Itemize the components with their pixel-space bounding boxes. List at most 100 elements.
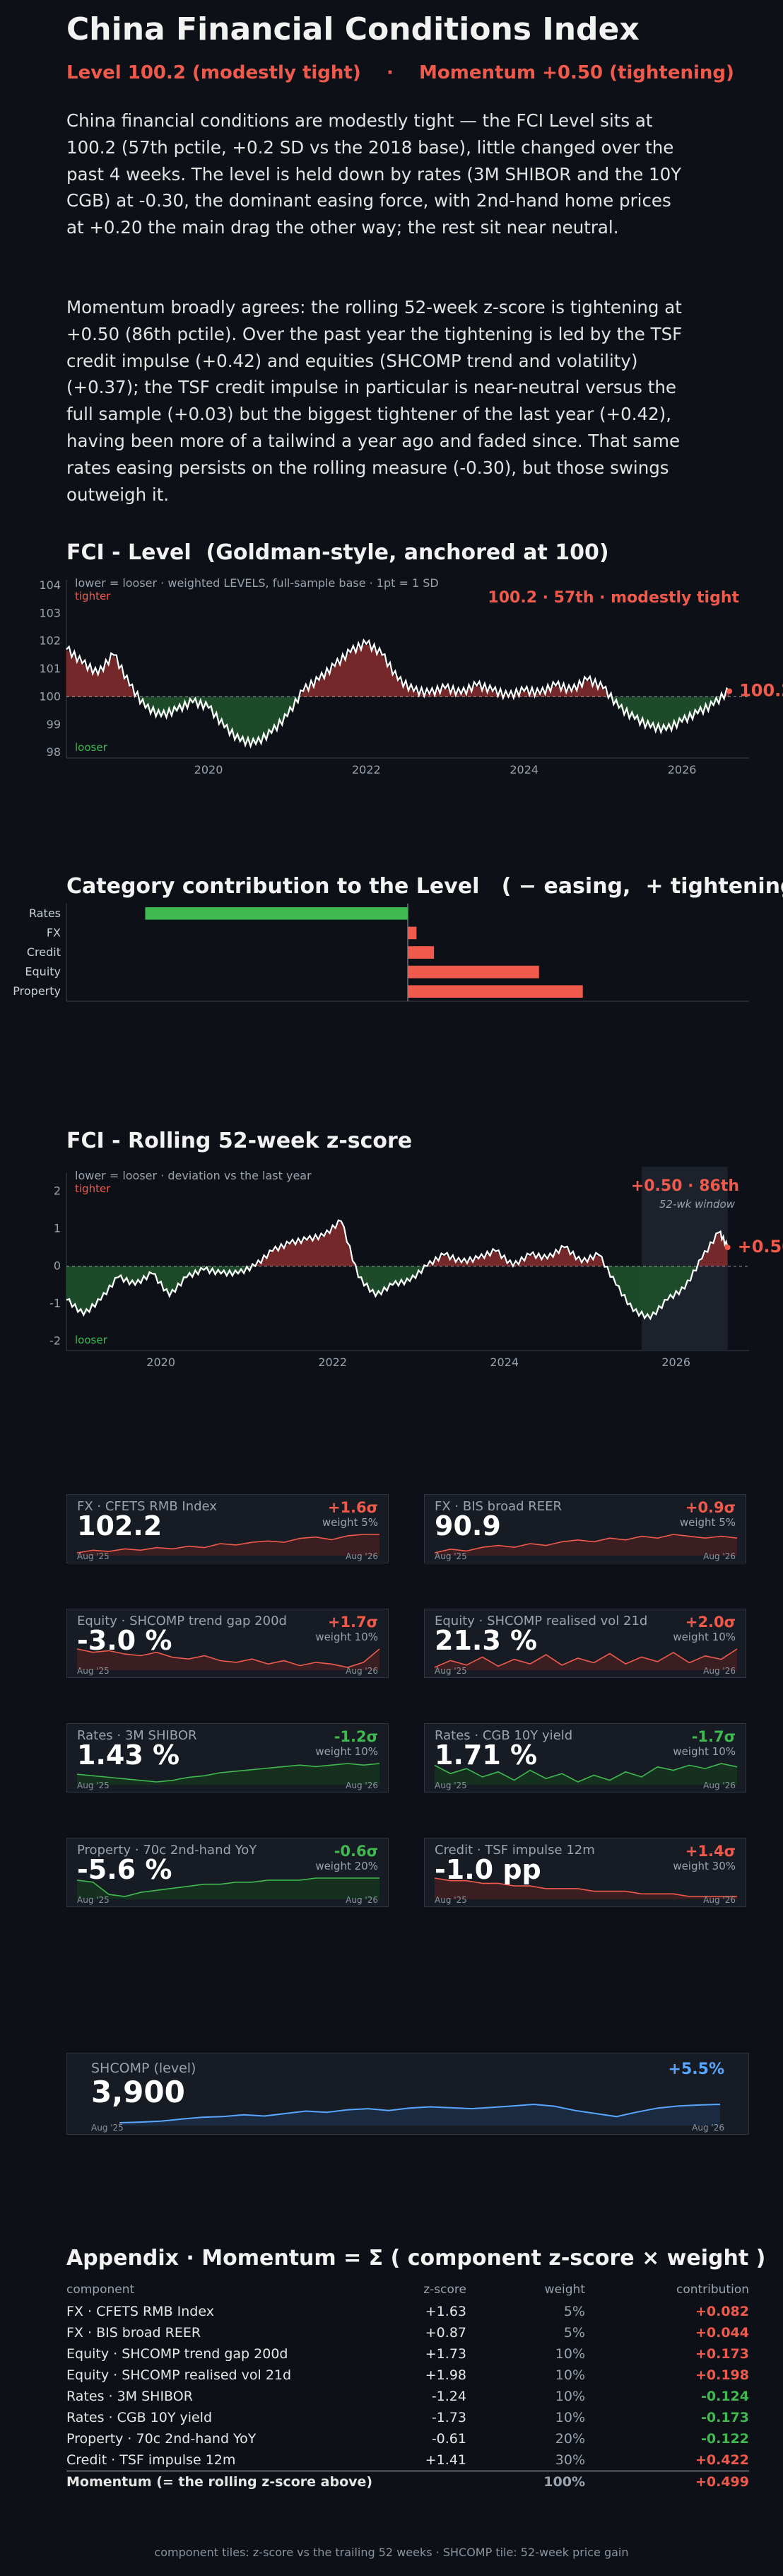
appendix-header-z: z-score: [423, 2283, 466, 2297]
appendix-row: Rates · CGB 10Y yield -1.73 10% -0.173: [66, 2407, 749, 2428]
tile-date-end: Aug '26: [346, 1781, 378, 1790]
tile-value: 21.3 %: [435, 1625, 538, 1656]
tile-date-end: Aug '26: [346, 1895, 378, 1905]
appendix-total-row: Momentum (= the rolling z-score above) 10…: [66, 2471, 749, 2493]
tile-sigma: -0.6σ: [334, 1843, 378, 1860]
tile-label: Rates · CGB 10Y yield: [435, 1728, 573, 1743]
bar-fx: [408, 926, 417, 940]
tile-date-end: Aug '26: [703, 1666, 736, 1676]
tile-weight: weight 10%: [673, 1745, 736, 1758]
tile-sparkline: [76, 1763, 380, 1785]
tile-date-start: Aug '25: [435, 1781, 467, 1790]
tile-date-start: Aug '25: [77, 1551, 110, 1561]
callout: +0.50 · 86th: [631, 1177, 739, 1195]
x-tick-label: 2026: [661, 1356, 690, 1369]
tight-area: [66, 649, 138, 697]
component-tile: Property · 70c 2nd-hand YoY -5.6 % -0.6σ we…: [66, 1838, 389, 1907]
tile-sigma: +1.4σ: [685, 1843, 736, 1860]
category-label: Property: [13, 984, 61, 998]
tile-line: [76, 1648, 380, 1668]
tile-value: 90.9: [435, 1510, 501, 1541]
contribution-chart: RatesFXCreditEquityProperty−0.3−0.2−0.10…: [13, 904, 749, 1002]
callout: 100.2 · 57th · modestly tight: [488, 589, 739, 607]
appendix-row: FX · BIS broad REER +0.87 5% +0.044: [66, 2322, 749, 2343]
component-tile: FX · BIS broad REER 90.9 +0.9σ weight 5% Aug…: [424, 1494, 746, 1563]
appendix-z: +1.63: [425, 2304, 466, 2319]
appendix-weight: 20%: [555, 2431, 585, 2447]
loose-area: [66, 1266, 256, 1315]
y-tick-label: 101: [39, 662, 61, 675]
tile-date-start: Aug '25: [435, 1551, 467, 1561]
tighter-label: tighter: [75, 1182, 111, 1195]
category-label: Equity: [25, 965, 61, 979]
tile-area: [77, 1534, 379, 1556]
component-tile: FX · CFETS RMB Index 102.2 +1.6σ weight 5% A…: [66, 1494, 389, 1563]
footer-note: component tiles: z-score vs the trailing…: [154, 2546, 629, 2559]
appendix-row: Credit · TSF impulse 12m +1.41 30% +0.422: [66, 2449, 749, 2471]
chart-note: lower = looser · deviation vs the last y…: [75, 1169, 312, 1182]
tile-weight: weight 20%: [315, 1860, 378, 1872]
headline-tags: Level 100.2 (modestly tight) · Momentum …: [66, 62, 734, 83]
component-tile: Equity · SHCOMP trend gap 200d -3.0 % +1.7…: [66, 1609, 389, 1678]
series-line: [66, 1219, 729, 1321]
appendix-row: Property · 70c 2nd-hand YoY -0.61 20% -0.12…: [66, 2428, 749, 2449]
appendix-weight: 10%: [555, 2389, 585, 2404]
tag-separator: ·: [386, 62, 394, 83]
x-tick-label: 2024: [490, 1356, 519, 1369]
level-chart: 98 99 100 101 102 103 104 2020 2022 2024 2026 100.2…: [39, 576, 783, 776]
summary-paragraph-momentum: Momentum broadly agrees: the rolling 52-…: [66, 297, 683, 505]
shcomp-tile: SHCOMP (level) 3,900 +5.5% Aug '25 Aug '…: [66, 2053, 749, 2135]
series-line: [66, 638, 730, 749]
appendix-component: FX · BIS broad REER: [66, 2325, 201, 2341]
appendix-header-weight: weight: [544, 2283, 585, 2297]
window-label: 52-wk window: [659, 1198, 736, 1211]
category-label: FX: [47, 926, 61, 939]
x-tick-label: 2020: [146, 1356, 175, 1369]
tile-area: [77, 1764, 379, 1785]
tile-line: [76, 1763, 380, 1783]
appendix-contribution: -0.122: [701, 2431, 749, 2447]
appendix-contribution: +0.173: [695, 2346, 749, 2362]
tile-sparkline: [434, 1763, 738, 1785]
tile-sigma: +0.9σ: [685, 1499, 736, 1516]
end-marker: [726, 688, 733, 694]
tile-weight: weight 5%: [322, 1516, 378, 1529]
tile-line: [434, 1648, 738, 1668]
y-tick-label: 102: [39, 634, 61, 648]
tile-label: Rates · 3M SHIBOR: [77, 1728, 197, 1743]
y-tick-label: 100: [39, 689, 61, 703]
tile-value: -3.0 %: [77, 1625, 172, 1656]
tile-label: Equity · SHCOMP realised vol 21d: [435, 1614, 648, 1628]
shcomp-change: +5.5%: [668, 2061, 724, 2078]
appendix-z: +0.87: [425, 2325, 466, 2341]
appendix-total-contribution: +0.499: [695, 2474, 749, 2490]
shcomp-line: [119, 2103, 721, 2123]
tile-area: [435, 1764, 737, 1785]
tile-sparkline: [434, 1648, 738, 1670]
appendix-header-row: component z-score weight contribution: [66, 2280, 749, 2301]
tile-date-end: Aug '26: [703, 1781, 736, 1790]
zscore-chart: -2 -1 0 1 2 2020 2022 2024 2026 +0.50 lower = loos…: [49, 1167, 783, 1369]
appendix-contribution: +0.422: [695, 2452, 749, 2468]
appendix-weight: 5%: [563, 2304, 585, 2319]
appendix-component: Equity · SHCOMP trend gap 200d: [66, 2346, 288, 2362]
tile-date-start: Aug '25: [435, 1895, 467, 1905]
end-label: +0.50: [738, 1237, 783, 1257]
tight-area: [300, 643, 610, 697]
x-tick-label: 2026: [668, 763, 697, 776]
appendix-weight: 10%: [555, 2367, 585, 2383]
tile-line: [434, 1877, 737, 1897]
y-tick-label: -2: [49, 1334, 61, 1348]
y-tick-label: 0: [54, 1259, 61, 1273]
tile-sparkline: [76, 1877, 379, 1899]
appendix-z: -1.24: [431, 2389, 466, 2404]
appendix-component: FX · CFETS RMB Index: [66, 2304, 214, 2319]
tile-sigma: -1.7σ: [691, 1728, 736, 1745]
tile-label: FX · CFETS RMB Index: [77, 1499, 217, 1514]
appendix-weight: 10%: [555, 2410, 585, 2425]
end-marker: [724, 1245, 731, 1251]
tight-area: [427, 1247, 606, 1266]
level-chart-title: FCI - Level (Goldman-style, anchored at …: [66, 540, 609, 565]
appendix-z: -1.73: [431, 2410, 466, 2425]
appendix-row: Equity · SHCOMP trend gap 200d +1.73 10% +0…: [66, 2343, 749, 2365]
